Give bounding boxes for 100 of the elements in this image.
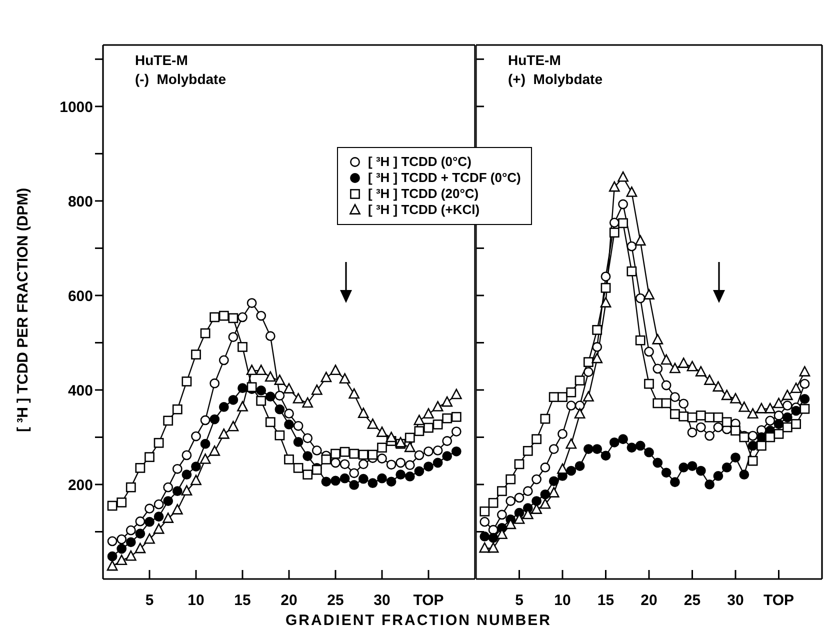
point xyxy=(635,293,646,304)
point xyxy=(661,468,672,478)
annotation: HuTE-M xyxy=(135,51,189,70)
point xyxy=(228,420,239,432)
point xyxy=(609,218,620,228)
y-tick-label: 800 xyxy=(68,193,93,210)
point xyxy=(330,476,340,486)
point xyxy=(722,462,732,472)
point xyxy=(635,335,646,346)
point xyxy=(765,432,776,442)
point xyxy=(626,442,637,453)
point xyxy=(670,392,680,402)
point xyxy=(540,498,551,509)
x-axis-title: GRADIENT FRACTION NUMBER xyxy=(284,612,552,629)
point xyxy=(644,346,654,357)
point xyxy=(532,434,542,444)
point xyxy=(228,394,238,405)
point xyxy=(265,392,276,402)
point xyxy=(340,473,350,484)
point xyxy=(432,401,444,412)
point xyxy=(274,390,285,401)
point xyxy=(670,409,680,420)
point xyxy=(106,560,118,571)
point xyxy=(423,408,434,419)
point xyxy=(284,420,294,430)
point xyxy=(480,532,490,542)
point xyxy=(782,400,792,411)
point xyxy=(274,430,285,440)
x-tick-label: 15 xyxy=(597,592,614,609)
point xyxy=(635,440,646,451)
point xyxy=(368,450,378,460)
y-tick-label: 200 xyxy=(68,476,93,494)
point xyxy=(532,496,542,506)
point xyxy=(756,402,767,414)
x-tick-label: 5 xyxy=(145,592,154,609)
point xyxy=(228,332,238,342)
x-tick-label: 20 xyxy=(640,592,658,609)
x-tick-label: 20 xyxy=(280,592,298,609)
point xyxy=(210,378,220,388)
point xyxy=(172,486,182,496)
point xyxy=(210,312,220,322)
point xyxy=(228,313,238,324)
point xyxy=(488,498,498,508)
point xyxy=(181,485,192,496)
point xyxy=(116,497,127,508)
point xyxy=(154,499,164,510)
point xyxy=(592,444,602,454)
point xyxy=(450,388,462,400)
point xyxy=(209,445,220,456)
x-tick-label: 30 xyxy=(727,592,744,609)
point xyxy=(566,466,576,476)
point xyxy=(154,512,164,522)
point xyxy=(618,199,628,210)
point xyxy=(144,504,154,514)
point xyxy=(748,456,758,466)
point xyxy=(162,512,174,523)
point xyxy=(506,496,516,506)
point xyxy=(686,360,698,372)
point xyxy=(238,342,248,352)
point xyxy=(713,471,724,481)
point xyxy=(713,412,724,422)
point xyxy=(652,334,664,344)
point xyxy=(791,406,801,416)
point xyxy=(566,438,577,449)
point xyxy=(246,298,257,308)
point xyxy=(548,487,560,498)
point xyxy=(134,542,146,554)
point xyxy=(773,398,784,408)
point xyxy=(618,434,628,444)
point xyxy=(367,418,378,429)
point xyxy=(480,506,490,516)
point xyxy=(644,447,654,458)
point xyxy=(678,411,689,422)
point xyxy=(172,404,182,414)
point xyxy=(540,489,550,500)
point xyxy=(218,428,230,439)
point xyxy=(218,310,229,321)
point xyxy=(377,454,387,464)
point xyxy=(200,438,210,449)
point xyxy=(182,470,192,480)
point xyxy=(144,452,154,462)
point xyxy=(739,470,750,480)
point xyxy=(182,450,192,460)
point xyxy=(600,450,611,461)
point xyxy=(756,440,766,451)
point xyxy=(432,446,443,456)
point xyxy=(144,533,155,544)
x-tick-label: 25 xyxy=(327,592,344,609)
point xyxy=(404,472,415,482)
point xyxy=(339,373,350,384)
point xyxy=(738,402,750,412)
point xyxy=(592,342,602,352)
point xyxy=(488,532,498,543)
point xyxy=(404,432,415,443)
point xyxy=(644,378,654,389)
point xyxy=(330,458,340,468)
point xyxy=(396,470,406,480)
point xyxy=(609,228,620,238)
y-axis-title: [ ³H ] TCDD PER FRACTION (DPM) xyxy=(14,188,32,432)
point xyxy=(721,390,732,400)
